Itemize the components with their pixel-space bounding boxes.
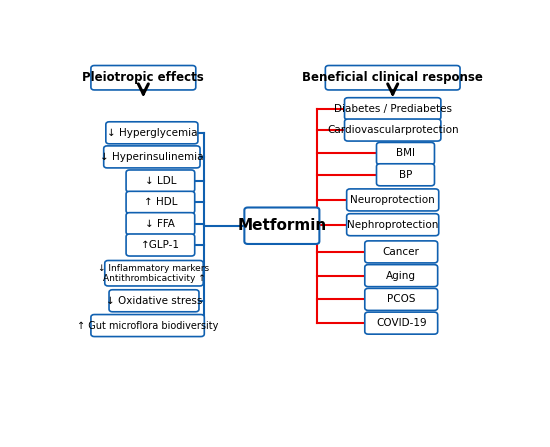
- FancyBboxPatch shape: [126, 191, 195, 213]
- Text: PCOS: PCOS: [387, 295, 415, 304]
- FancyBboxPatch shape: [106, 122, 198, 144]
- FancyBboxPatch shape: [126, 234, 195, 256]
- Text: ↑GLP-1: ↑GLP-1: [141, 240, 180, 250]
- Text: Cancer: Cancer: [383, 247, 420, 257]
- Text: Beneficial clinical response: Beneficial clinical response: [302, 71, 483, 84]
- Text: ↓ Oxidative stress: ↓ Oxidative stress: [106, 296, 202, 306]
- Text: ↓ Hyperinsulinemia: ↓ Hyperinsulinemia: [100, 152, 204, 162]
- FancyBboxPatch shape: [244, 207, 320, 244]
- Text: Diabetes / Prediabetes: Diabetes / Prediabetes: [334, 104, 452, 114]
- Text: Metformin: Metformin: [237, 218, 327, 233]
- Text: ↓ LDL: ↓ LDL: [145, 176, 176, 186]
- Text: ↑ HDL: ↑ HDL: [144, 197, 177, 207]
- FancyBboxPatch shape: [104, 261, 204, 286]
- Text: Neuroprotection: Neuroprotection: [350, 195, 435, 205]
- Text: ↓ Inflammatory markers
Antithrombicactivity ↑: ↓ Inflammatory markers Antithrombicactiv…: [98, 264, 210, 283]
- FancyBboxPatch shape: [346, 214, 439, 236]
- FancyBboxPatch shape: [377, 143, 435, 164]
- Text: ↑ Gut microflora biodiversity: ↑ Gut microflora biodiversity: [77, 320, 218, 330]
- FancyBboxPatch shape: [126, 170, 195, 192]
- FancyBboxPatch shape: [126, 213, 195, 235]
- FancyBboxPatch shape: [104, 146, 200, 168]
- FancyBboxPatch shape: [344, 119, 441, 141]
- Text: Nephroprotection: Nephroprotection: [347, 220, 438, 230]
- Text: Cardiovascularprotection: Cardiovascularprotection: [327, 125, 459, 135]
- FancyBboxPatch shape: [365, 312, 438, 334]
- FancyBboxPatch shape: [326, 66, 460, 90]
- FancyBboxPatch shape: [365, 241, 438, 263]
- Text: COVID-19: COVID-19: [376, 318, 427, 328]
- FancyBboxPatch shape: [365, 265, 438, 287]
- FancyBboxPatch shape: [91, 315, 204, 337]
- Text: ↓ Hyperglycemia: ↓ Hyperglycemia: [107, 128, 197, 138]
- Text: ↓ FFA: ↓ FFA: [145, 219, 175, 229]
- FancyBboxPatch shape: [346, 189, 439, 211]
- FancyBboxPatch shape: [344, 98, 441, 120]
- FancyBboxPatch shape: [365, 288, 438, 310]
- FancyBboxPatch shape: [377, 164, 435, 186]
- Text: BMI: BMI: [396, 148, 415, 158]
- FancyBboxPatch shape: [109, 290, 199, 312]
- Text: BP: BP: [399, 170, 412, 180]
- Text: Pleiotropic effects: Pleiotropic effects: [82, 71, 204, 84]
- Text: Aging: Aging: [386, 270, 416, 281]
- FancyBboxPatch shape: [91, 66, 196, 90]
